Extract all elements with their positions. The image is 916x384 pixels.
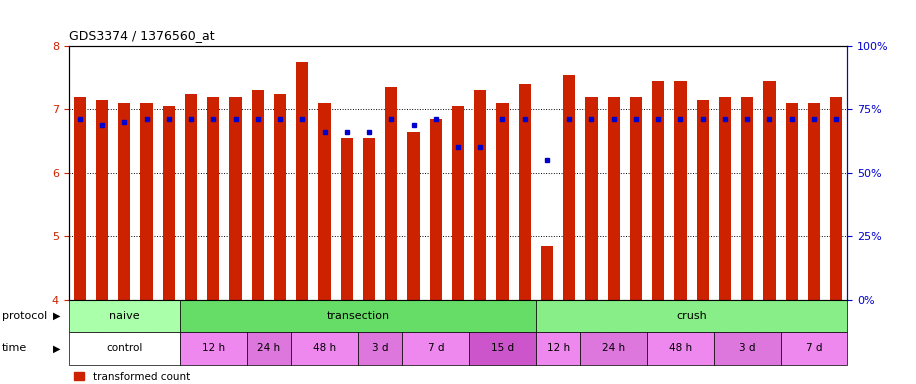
Text: naive: naive [109, 311, 139, 321]
Bar [652, 81, 664, 300]
Text: transection: transection [326, 311, 389, 321]
Text: 12 h: 12 h [547, 343, 570, 354]
Text: protocol: protocol [2, 311, 47, 321]
Bar [563, 74, 575, 300]
Bar [291, 332, 358, 365]
Bar [118, 103, 130, 300]
Bar [163, 106, 175, 300]
Bar [69, 332, 180, 365]
Text: 3 d: 3 d [739, 343, 756, 354]
Bar [741, 97, 753, 300]
Bar [341, 138, 353, 300]
Text: 7 d: 7 d [428, 343, 444, 354]
Bar [452, 106, 464, 300]
Bar [581, 332, 647, 365]
Bar [73, 97, 86, 300]
Text: GDS3374 / 1376560_at: GDS3374 / 1376560_at [69, 29, 214, 42]
Bar [408, 132, 420, 300]
Bar [763, 81, 776, 300]
Bar [96, 100, 108, 300]
Text: 7 d: 7 d [806, 343, 823, 354]
Bar [296, 62, 309, 300]
Bar [207, 97, 220, 300]
Text: control: control [106, 343, 143, 354]
Legend: transformed count, percentile rank within the sample: transformed count, percentile rank withi… [74, 372, 268, 384]
Bar [607, 97, 620, 300]
Text: 24 h: 24 h [602, 343, 626, 354]
Bar [274, 94, 286, 300]
Bar [69, 300, 180, 332]
Bar [780, 332, 847, 365]
Bar [496, 103, 508, 300]
Text: 24 h: 24 h [257, 343, 280, 354]
Bar [719, 97, 731, 300]
Text: crush: crush [676, 311, 707, 321]
Bar [430, 119, 442, 300]
Bar [474, 91, 486, 300]
Bar [808, 103, 820, 300]
Bar [536, 300, 847, 332]
Bar [674, 81, 687, 300]
Text: ▶: ▶ [53, 343, 60, 354]
Text: 12 h: 12 h [202, 343, 224, 354]
Text: 48 h: 48 h [669, 343, 692, 354]
Bar [830, 97, 843, 300]
Bar [180, 300, 536, 332]
Bar [786, 103, 798, 300]
Bar [319, 103, 331, 300]
Bar [585, 97, 597, 300]
Bar [185, 94, 197, 300]
Bar [696, 100, 709, 300]
Bar [540, 246, 553, 300]
Bar [536, 332, 581, 365]
Bar [385, 87, 398, 300]
Bar [402, 332, 469, 365]
Text: time: time [2, 343, 27, 354]
Text: 15 d: 15 d [491, 343, 514, 354]
Bar [358, 332, 402, 365]
Text: 48 h: 48 h [313, 343, 336, 354]
Bar [229, 97, 242, 300]
Bar [246, 332, 291, 365]
Bar [714, 332, 780, 365]
Text: 3 d: 3 d [372, 343, 388, 354]
Bar [363, 138, 376, 300]
Bar [252, 91, 264, 300]
Bar [518, 84, 531, 300]
Bar [647, 332, 714, 365]
Bar [469, 332, 536, 365]
Bar [630, 97, 642, 300]
Bar [180, 332, 246, 365]
Text: ▶: ▶ [53, 311, 60, 321]
Bar [140, 103, 153, 300]
